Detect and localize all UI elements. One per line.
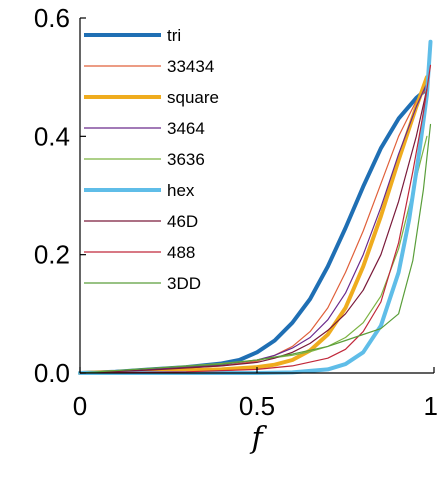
x-tick-label: 1 <box>424 391 438 421</box>
y-tick-label: 0.0 <box>34 358 70 388</box>
legend-label-488: 488 <box>167 243 195 262</box>
y-tick-label: 0.6 <box>34 3 70 33</box>
legend-label-square: square <box>167 88 219 107</box>
legend: tri 33434 square 3464 3636 hex 46D 488 3DD <box>84 26 219 293</box>
series-layer <box>78 39 433 375</box>
y-tick-label: 0.4 <box>34 121 70 151</box>
series-line-square <box>78 75 429 375</box>
ticks: 0.0 0.2 0.4 0.6 0 0.5 1 <box>34 3 438 421</box>
y-tick-label: 0.2 <box>34 240 70 270</box>
series-line-hex <box>78 39 433 375</box>
legend-label-3636: 3636 <box>167 150 205 169</box>
legend-label-33434: 33434 <box>167 57 214 76</box>
x-tick-label: 0.5 <box>239 391 275 421</box>
series-line-3dd <box>79 123 432 374</box>
series-line-46d <box>79 88 428 374</box>
legend-label-tri: tri <box>167 26 181 45</box>
x-tick-label: 0 <box>73 391 87 421</box>
legend-label-3464: 3464 <box>167 119 205 138</box>
legend-label-hex: hex <box>167 181 195 200</box>
legend-label-46d: 46D <box>167 212 198 231</box>
x-axis-label: f <box>249 421 267 456</box>
series-line-488 <box>79 64 432 374</box>
legend-label-3dd: 3DD <box>167 274 201 293</box>
